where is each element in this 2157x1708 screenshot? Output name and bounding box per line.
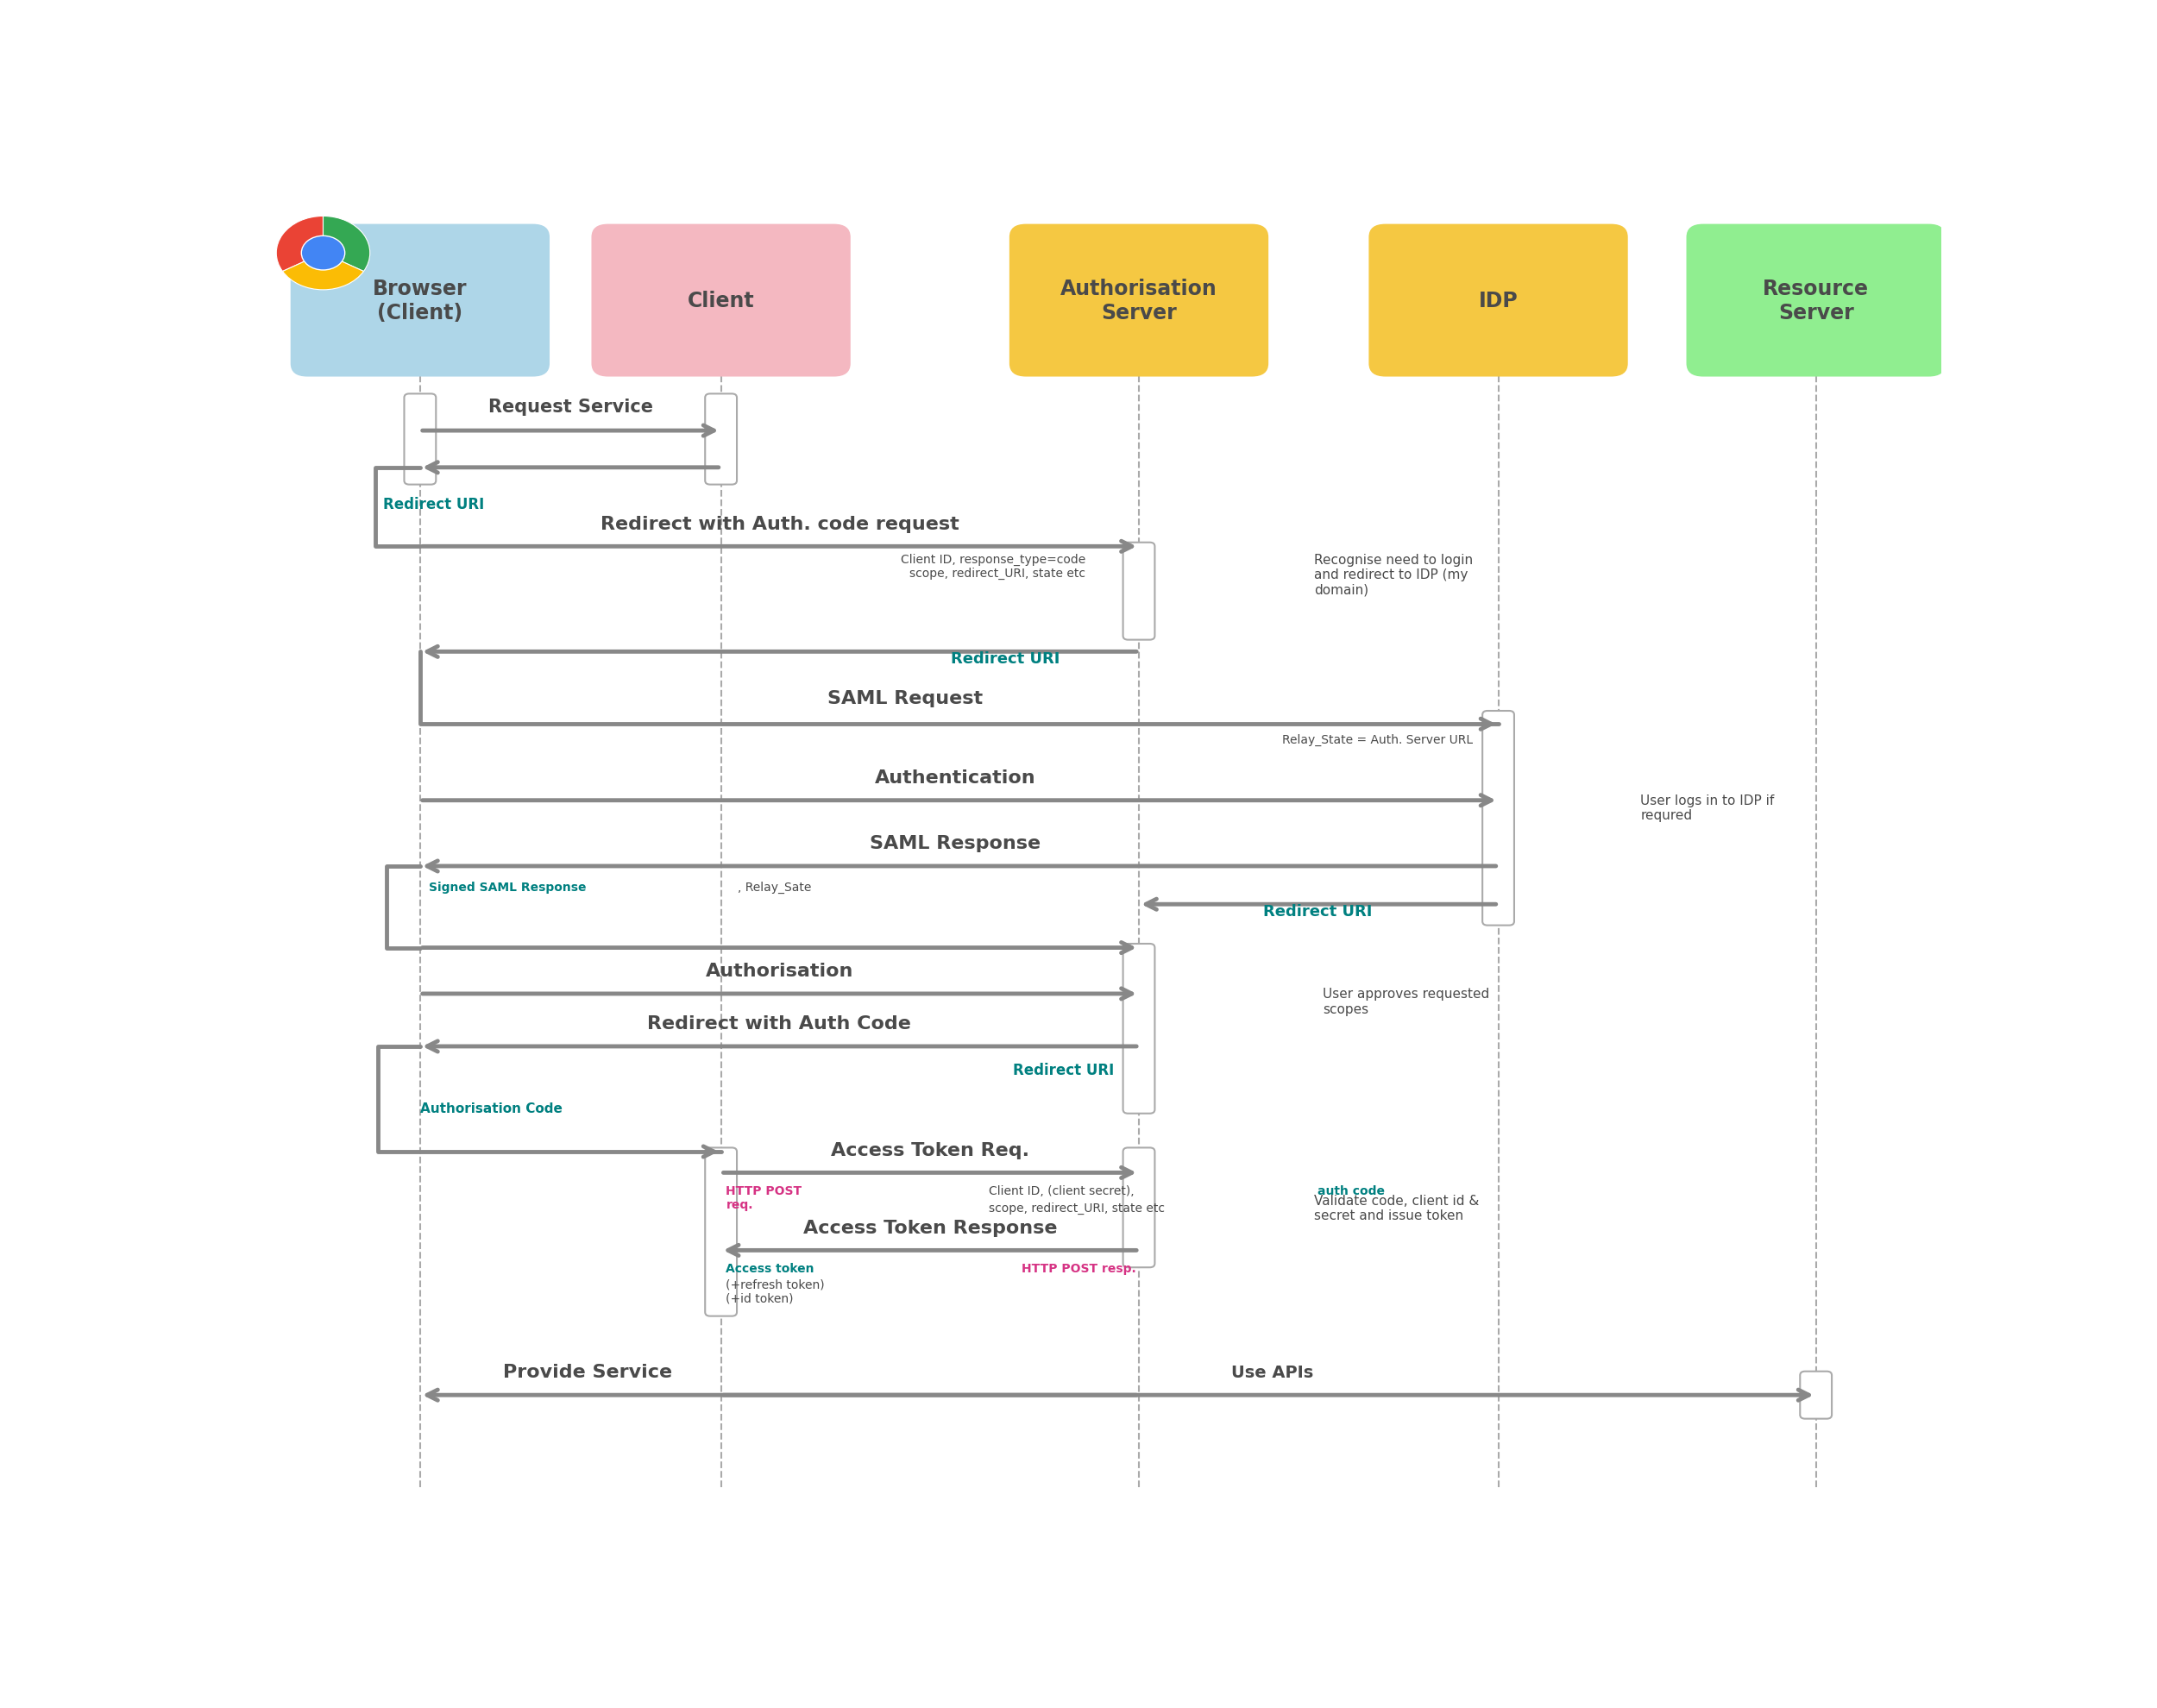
Text: Redirect with Auth. code request: Redirect with Auth. code request (600, 516, 960, 533)
FancyBboxPatch shape (1009, 225, 1268, 377)
FancyBboxPatch shape (1801, 1372, 1831, 1419)
Text: SAML Request: SAML Request (826, 690, 984, 707)
FancyBboxPatch shape (705, 1148, 738, 1317)
Text: User approves requested
scopes: User approves requested scopes (1322, 987, 1490, 1016)
FancyBboxPatch shape (1687, 225, 1946, 377)
FancyBboxPatch shape (1482, 711, 1514, 926)
Circle shape (302, 236, 345, 270)
Text: Authentication: Authentication (874, 769, 1035, 786)
Text: Access token: Access token (727, 1262, 815, 1274)
Text: Signed SAML Response: Signed SAML Response (429, 881, 587, 893)
Text: SAML Response: SAML Response (869, 835, 1040, 852)
Text: Access Token Req.: Access Token Req. (830, 1141, 1029, 1158)
Text: Client: Client (688, 290, 755, 311)
Text: Recognise need to login
and redirect to IDP (my
domain): Recognise need to login and redirect to … (1314, 553, 1473, 596)
Text: IDP: IDP (1478, 290, 1519, 311)
Text: Authorisation: Authorisation (705, 962, 854, 980)
Text: Client ID, response_type=code
scope, redirect_URI, state etc: Client ID, response_type=code scope, red… (902, 553, 1085, 579)
Text: HTTP POST
req.: HTTP POST req. (727, 1185, 802, 1211)
Text: Relay_State = Auth. Server URL: Relay_State = Auth. Server URL (1283, 734, 1473, 746)
Text: Redirect URI: Redirect URI (951, 651, 1059, 666)
Text: Redirect URI: Redirect URI (1264, 904, 1372, 919)
Text: Client ID, (client secret),: Client ID, (client secret), (988, 1185, 1137, 1197)
FancyBboxPatch shape (291, 225, 550, 377)
Text: auth code: auth code (1318, 1185, 1385, 1197)
Text: Redirect with Auth Code: Redirect with Auth Code (647, 1015, 912, 1032)
Text: Authorisation Code: Authorisation Code (421, 1102, 563, 1115)
FancyBboxPatch shape (591, 225, 850, 377)
Text: Request Service: Request Service (487, 398, 654, 415)
Text: User logs in to IDP if
requred: User logs in to IDP if requred (1641, 794, 1775, 822)
Text: Redirect URI: Redirect URI (1012, 1062, 1113, 1078)
Text: Browser
(Client): Browser (Client) (373, 278, 468, 323)
FancyBboxPatch shape (1124, 1148, 1154, 1267)
Text: Access Token Response: Access Token Response (802, 1220, 1057, 1237)
Text: Resource
Server: Resource Server (1762, 278, 1868, 323)
FancyBboxPatch shape (705, 395, 738, 485)
Text: HTTP POST resp.: HTTP POST resp. (1022, 1262, 1137, 1274)
Wedge shape (283, 253, 365, 290)
FancyBboxPatch shape (403, 395, 436, 485)
Text: , Relay_Sate: , Relay_Sate (738, 881, 811, 893)
Text: Use APIs: Use APIs (1232, 1365, 1314, 1380)
Text: Provide Service: Provide Service (503, 1363, 671, 1380)
Text: Authorisation
Server: Authorisation Server (1061, 278, 1217, 323)
Text: (+refresh token)
(+id token): (+refresh token) (+id token) (727, 1278, 824, 1305)
Text: Redirect URI: Redirect URI (384, 497, 485, 512)
Wedge shape (324, 217, 371, 272)
FancyBboxPatch shape (1370, 225, 1629, 377)
Wedge shape (276, 217, 324, 272)
Text: scope, redirect_URI, state etc: scope, redirect_URI, state etc (988, 1202, 1165, 1214)
FancyBboxPatch shape (1124, 543, 1154, 640)
FancyBboxPatch shape (1124, 945, 1154, 1114)
Text: Validate code, client id &
secret and issue token: Validate code, client id & secret and is… (1314, 1194, 1480, 1221)
